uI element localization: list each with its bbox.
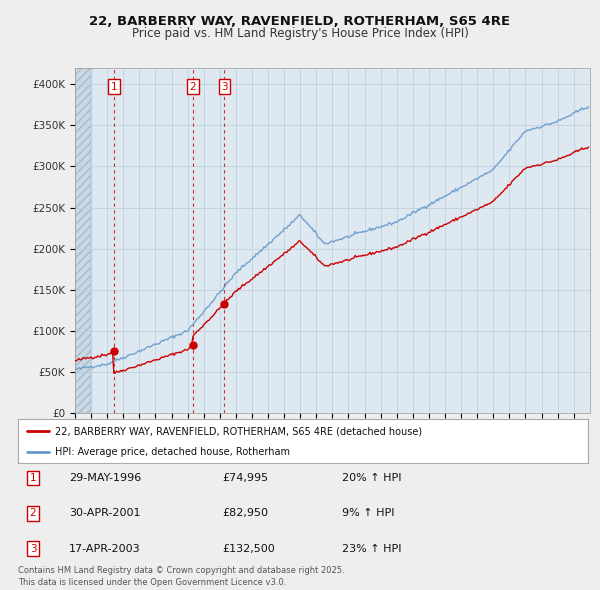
Text: Contains HM Land Registry data © Crown copyright and database right 2025.
This d: Contains HM Land Registry data © Crown c… <box>18 566 344 587</box>
Text: 9% ↑ HPI: 9% ↑ HPI <box>342 509 395 518</box>
Text: £82,950: £82,950 <box>222 509 268 518</box>
Text: 20% ↑ HPI: 20% ↑ HPI <box>342 473 401 483</box>
Text: 30-APR-2001: 30-APR-2001 <box>69 509 140 518</box>
Text: 2: 2 <box>29 509 37 518</box>
Text: 22, BARBERRY WAY, RAVENFIELD, ROTHERHAM, S65 4RE: 22, BARBERRY WAY, RAVENFIELD, ROTHERHAM,… <box>89 15 511 28</box>
Text: Price paid vs. HM Land Registry's House Price Index (HPI): Price paid vs. HM Land Registry's House … <box>131 27 469 40</box>
Text: 2: 2 <box>190 81 196 91</box>
Text: 29-MAY-1996: 29-MAY-1996 <box>69 473 141 483</box>
Text: 22, BARBERRY WAY, RAVENFIELD, ROTHERHAM, S65 4RE (detached house): 22, BARBERRY WAY, RAVENFIELD, ROTHERHAM,… <box>55 427 422 436</box>
Bar <box>75 68 91 413</box>
Text: 3: 3 <box>221 81 228 91</box>
Text: HPI: Average price, detached house, Rotherham: HPI: Average price, detached house, Roth… <box>55 447 290 457</box>
Text: 1: 1 <box>110 81 117 91</box>
Text: £74,995: £74,995 <box>222 473 268 483</box>
Text: 1: 1 <box>29 473 37 483</box>
Bar <box>75 68 91 413</box>
Text: 3: 3 <box>29 544 37 553</box>
Text: £132,500: £132,500 <box>222 544 275 553</box>
Text: 23% ↑ HPI: 23% ↑ HPI <box>342 544 401 553</box>
Text: 17-APR-2003: 17-APR-2003 <box>69 544 140 553</box>
